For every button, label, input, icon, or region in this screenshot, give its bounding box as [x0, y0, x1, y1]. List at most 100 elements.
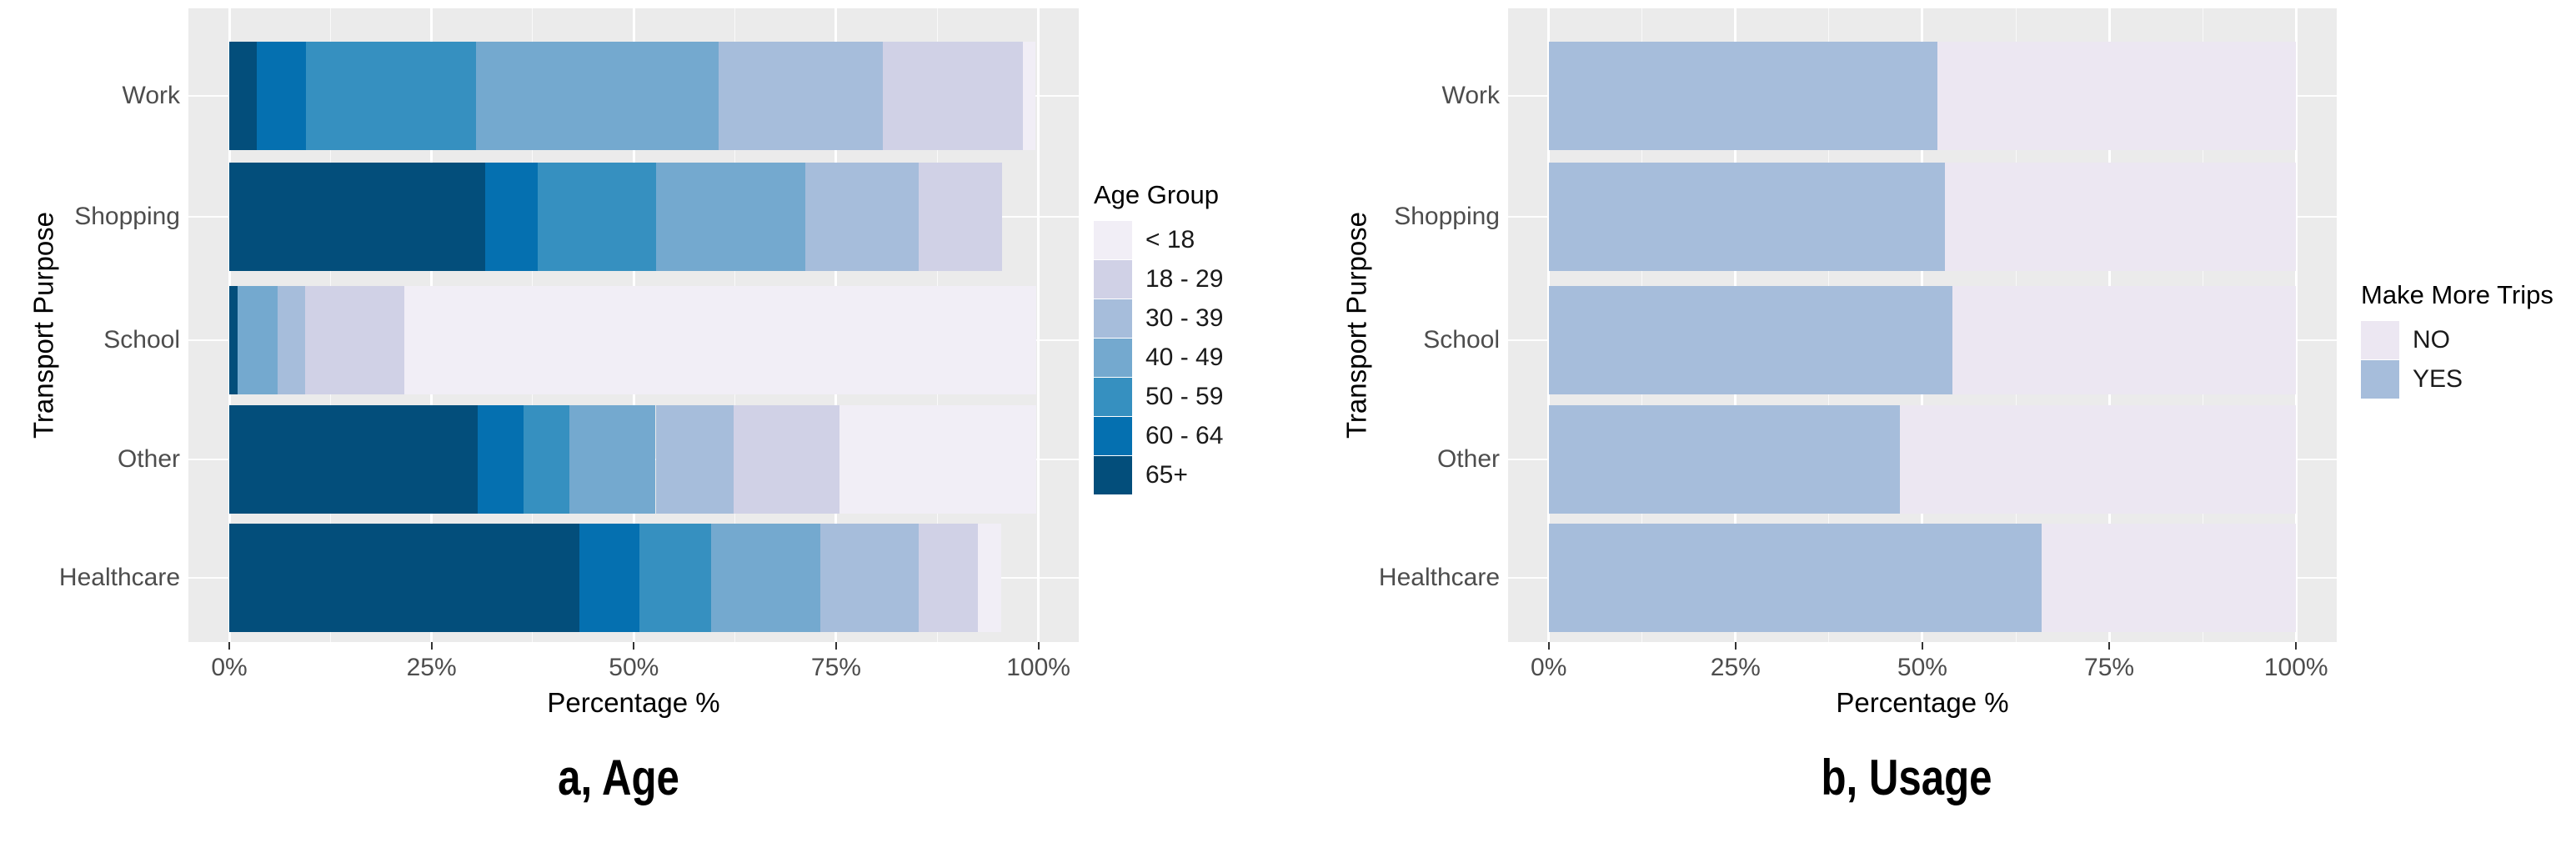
bar-segment-school-30-39: [278, 286, 306, 394]
x-tick-label-25%: 25%: [406, 654, 457, 681]
bar-segment-school-YES: [1548, 286, 1952, 394]
legend-swatch: [1094, 339, 1132, 377]
legend-label: 40 - 49: [1145, 344, 1224, 371]
legend-label: 18 - 29: [1145, 265, 1224, 293]
bar-segment-work-50-59: [306, 42, 477, 150]
major-gridline: [1037, 8, 1040, 642]
age-group-legend-entries: < 18 18 - 29 30 - 39 40 - 49 50 - 59 60 - 64 6…: [1094, 221, 1223, 494]
x-tick-label-100%: 100%: [1006, 654, 1070, 681]
bar-segment-healthcare-NO: [2042, 524, 2297, 632]
x-tick-mark: [2295, 642, 2298, 650]
bar-segment-work-YES: [1548, 42, 1937, 150]
x-tick-label-100%: 100%: [2263, 654, 2328, 681]
bar-segment-other-65+: [229, 405, 478, 514]
chart-usage-y-axis-title: Transport Purpose: [1341, 211, 1372, 439]
bar-segment-healthcare-50-59: [639, 524, 711, 632]
legend-entry-18-29: 18 - 29: [1094, 260, 1223, 299]
legend-entry-40-49: 40 - 49: [1094, 339, 1223, 377]
bar-segment-shopping-30-39: [805, 163, 919, 271]
bar-segment-healthcare-30-39: [819, 524, 919, 632]
legend-swatch: [1094, 299, 1132, 338]
x-tick-label-25%: 25%: [1710, 654, 1761, 681]
bar-segment-other-<18: [839, 405, 1036, 514]
legend-label: 65+: [1145, 461, 1188, 489]
chart-age-x-axis-title: Percentage %: [547, 687, 720, 718]
y-tick-label-other: Other: [1436, 445, 1500, 473]
y-tick-label-school: School: [103, 326, 180, 354]
make-more-trips-legend-entries: NO YES: [2361, 321, 2553, 399]
x-tick-mark: [1547, 642, 1550, 650]
legend-label: NO: [2413, 326, 2450, 354]
bar-segment-other-60-64: [477, 405, 524, 514]
y-tick-label-work: Work: [1441, 82, 1500, 109]
bar-row-school: [1508, 286, 2337, 394]
y-tick-label-school: School: [1423, 326, 1500, 354]
bar-segment-work-18-29: [883, 42, 1024, 150]
x-tick-mark: [633, 642, 635, 650]
legend-swatch: [1094, 417, 1132, 455]
bar-segment-other-40-49: [569, 405, 656, 514]
legend-entry-60-64: 60 - 64: [1094, 417, 1223, 455]
x-tick-mark: [1921, 642, 1923, 650]
bar-segment-school-40-49: [237, 286, 278, 394]
bar-segment-healthcare-YES: [1548, 524, 2042, 632]
legend-entry-NO: NO: [2361, 321, 2553, 359]
chart-age-y-axis-title: Transport Purpose: [28, 211, 59, 439]
bar-row-healthcare: [188, 524, 1079, 632]
legend-label: 50 - 59: [1145, 383, 1224, 410]
y-tick-label-work: Work: [122, 82, 180, 109]
bar-segment-other-YES: [1548, 405, 1901, 514]
x-tick-label-0%: 0%: [211, 654, 248, 681]
age-group-legend: Age Group < 18 18 - 29 30 - 39 40 - 49 50 - …: [1094, 182, 1223, 495]
bar-segment-shopping-50-59: [537, 163, 656, 271]
bar-segment-school-<18: [403, 286, 1036, 394]
bar-segment-healthcare-60-64: [579, 524, 640, 632]
bar-segment-other-30-39: [655, 405, 734, 514]
x-tick-mark: [834, 642, 837, 650]
bar-segment-work-60-64: [257, 42, 307, 150]
legend-label: 30 - 39: [1145, 304, 1224, 332]
x-tick-label-50%: 50%: [609, 654, 659, 681]
legend-label: YES: [2413, 365, 2463, 393]
legend-entry-30-39: 30 - 39: [1094, 299, 1223, 338]
bar-row-other: [1508, 405, 2337, 514]
bar-segment-healthcare-<18: [977, 524, 1001, 632]
x-tick-mark: [1734, 642, 1737, 650]
caption-a: a, Age: [558, 750, 679, 805]
bar-segment-healthcare-18-29: [918, 524, 978, 632]
legend-entry-YES: YES: [2361, 360, 2553, 399]
legend-swatch: [1094, 378, 1132, 416]
legend-swatch: [1094, 260, 1132, 299]
bar-segment-shopping-60-64: [484, 163, 538, 271]
legend-label: < 18: [1145, 226, 1195, 253]
bar-segment-school-NO: [1952, 286, 2297, 394]
legend-entry-65+: 65+: [1094, 456, 1223, 494]
bar-segment-work-65+: [229, 42, 257, 150]
bar-segment-shopping-65+: [229, 163, 485, 271]
x-tick-mark: [2108, 642, 2111, 650]
x-tick-mark: [1037, 642, 1040, 650]
chart-usage-x-axis-title: Percentage %: [1836, 687, 2009, 718]
x-tick-label-75%: 75%: [810, 654, 861, 681]
bar-segment-other-18-29: [733, 405, 839, 514]
bar-segment-other-50-59: [524, 405, 569, 514]
bar-row-shopping: [188, 163, 1079, 271]
bar-segment-work-NO: [1937, 42, 2297, 150]
bar-segment-shopping-YES: [1548, 163, 1945, 271]
bar-segment-other-NO: [1900, 405, 2297, 514]
legend-swatch: [1094, 221, 1132, 259]
bar-row-work: [188, 42, 1079, 150]
y-tick-label-shopping: Shopping: [74, 203, 180, 230]
x-tick-mark: [228, 642, 230, 650]
bar-segment-shopping-18-29: [918, 163, 1002, 271]
major-gridline: [2294, 8, 2298, 642]
legend-entry-50-59: 50 - 59: [1094, 378, 1223, 416]
bar-segment-shopping-NO: [1944, 163, 2297, 271]
y-tick-label-other: Other: [117, 445, 180, 473]
legend-swatch: [1094, 456, 1132, 494]
legend-label: 60 - 64: [1145, 422, 1224, 449]
bar-segment-healthcare-40-49: [710, 524, 820, 632]
bar-segment-work-<18: [1023, 42, 1035, 150]
bar-row-other: [188, 405, 1079, 514]
